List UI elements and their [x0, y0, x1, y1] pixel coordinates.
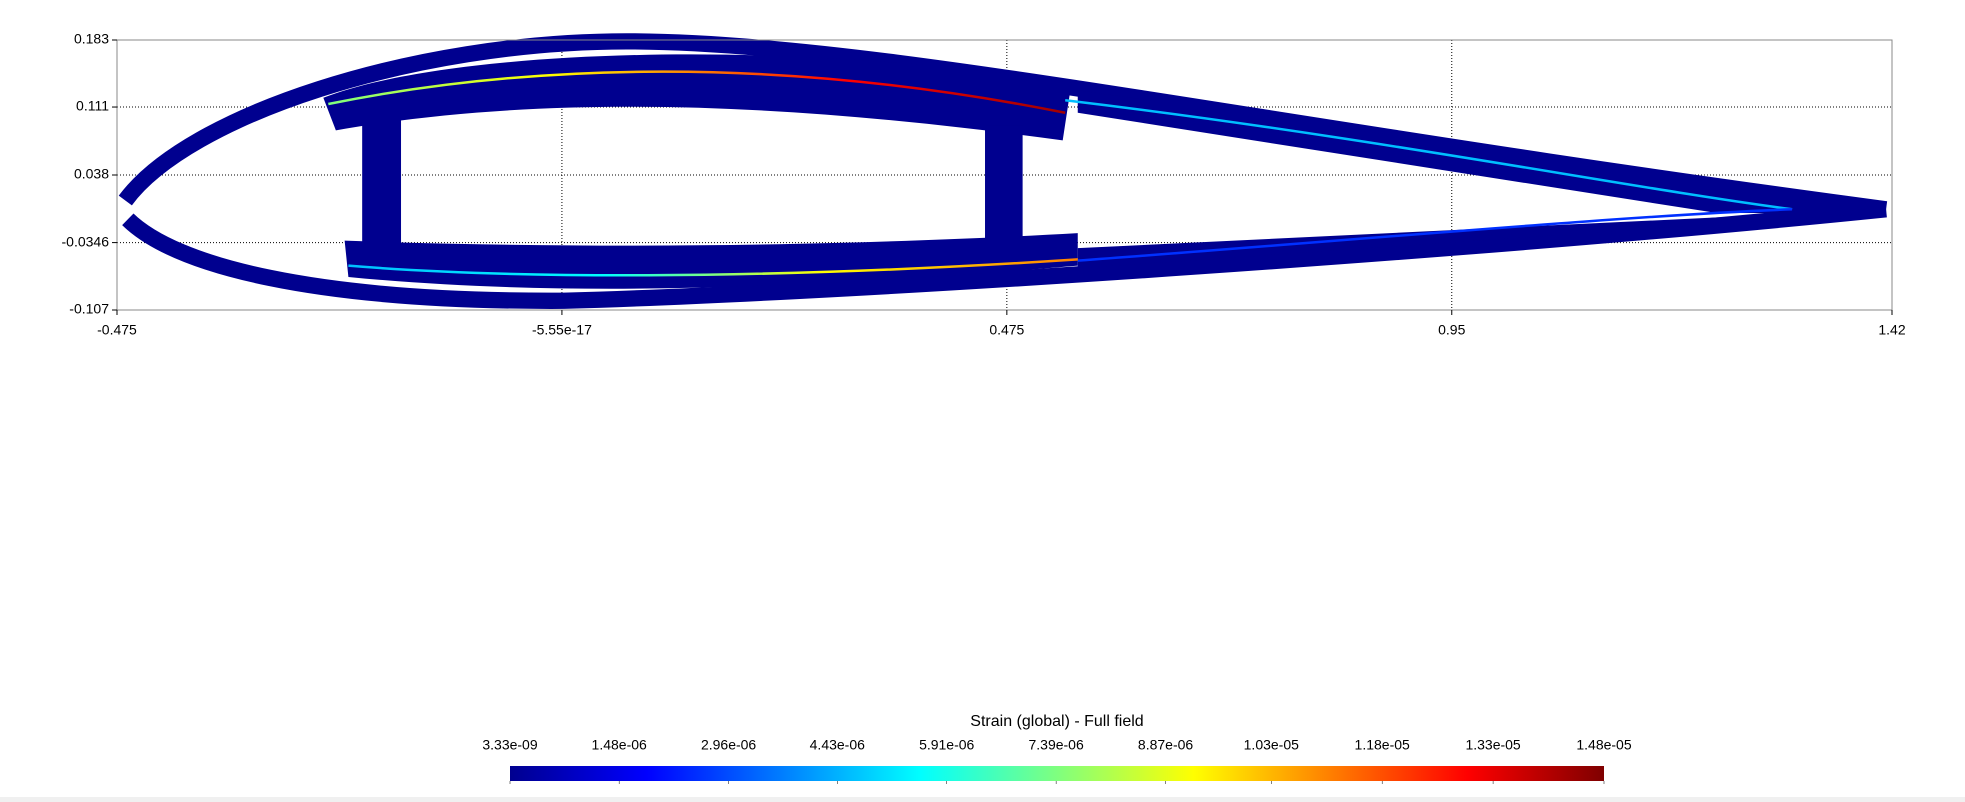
x-tick-label: 0.475 — [989, 322, 1024, 338]
y-tick-label: -0.0346 — [62, 233, 110, 249]
trailing-upper — [1077, 90, 1887, 214]
upper-aft-strain-line — [1065, 99, 1793, 211]
status-strip — [0, 797, 1965, 802]
colorbar-tick-label: 1.03e-05 — [1244, 737, 1299, 753]
colorbar — [510, 766, 1604, 781]
colorbar-tick-label: 8.87e-06 — [1138, 737, 1193, 753]
colorbar-tick-label: 5.91e-06 — [919, 737, 974, 753]
colorbar-tick-label: 1.48e-06 — [592, 737, 647, 753]
colorbar-title: Strain (global) - Full field — [970, 713, 1143, 730]
colorbar-tick-label: 4.43e-06 — [810, 737, 865, 753]
x-tick-label: -5.55e-17 — [532, 322, 592, 338]
colorbar-tick-label: 1.48e-05 — [1576, 737, 1631, 753]
upper-spar-cap — [323, 54, 1072, 141]
colorbar-tick-label: 1.18e-05 — [1355, 737, 1410, 753]
trailing-lower — [1077, 209, 1887, 269]
colorbar-tick-label: 7.39e-06 — [1028, 737, 1083, 753]
x-tick-label: 1.42 — [1878, 322, 1905, 338]
lower-strain-line — [348, 258, 1078, 277]
y-tick-label: -0.107 — [69, 301, 109, 317]
x-tick-label: 0.95 — [1438, 322, 1465, 338]
front-web — [362, 115, 402, 247]
colorbar-tick-label: 1.33e-05 — [1465, 737, 1520, 753]
rear-web — [985, 125, 1023, 241]
x-tick-label: -0.475 — [97, 322, 137, 338]
airfoil-section — [118, 33, 1888, 309]
lower-skin — [122, 201, 1887, 309]
lower-aft-strain-line — [1077, 208, 1793, 262]
y-tick-label: 0.111 — [76, 98, 109, 114]
colorbar-tick-label: 3.33e-09 — [482, 737, 537, 753]
upper-strain-line — [328, 70, 1066, 115]
y-tick-label: 0.038 — [74, 166, 109, 182]
colorbar-tick-label: 2.96e-06 — [701, 737, 756, 753]
y-tick-label: 0.183 — [74, 31, 109, 47]
